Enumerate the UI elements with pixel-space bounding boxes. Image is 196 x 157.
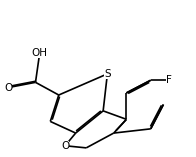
Text: O: O: [61, 141, 69, 151]
Text: S: S: [104, 69, 111, 79]
Text: F: F: [166, 75, 172, 85]
Text: OH: OH: [32, 48, 48, 58]
Text: O: O: [4, 83, 12, 93]
